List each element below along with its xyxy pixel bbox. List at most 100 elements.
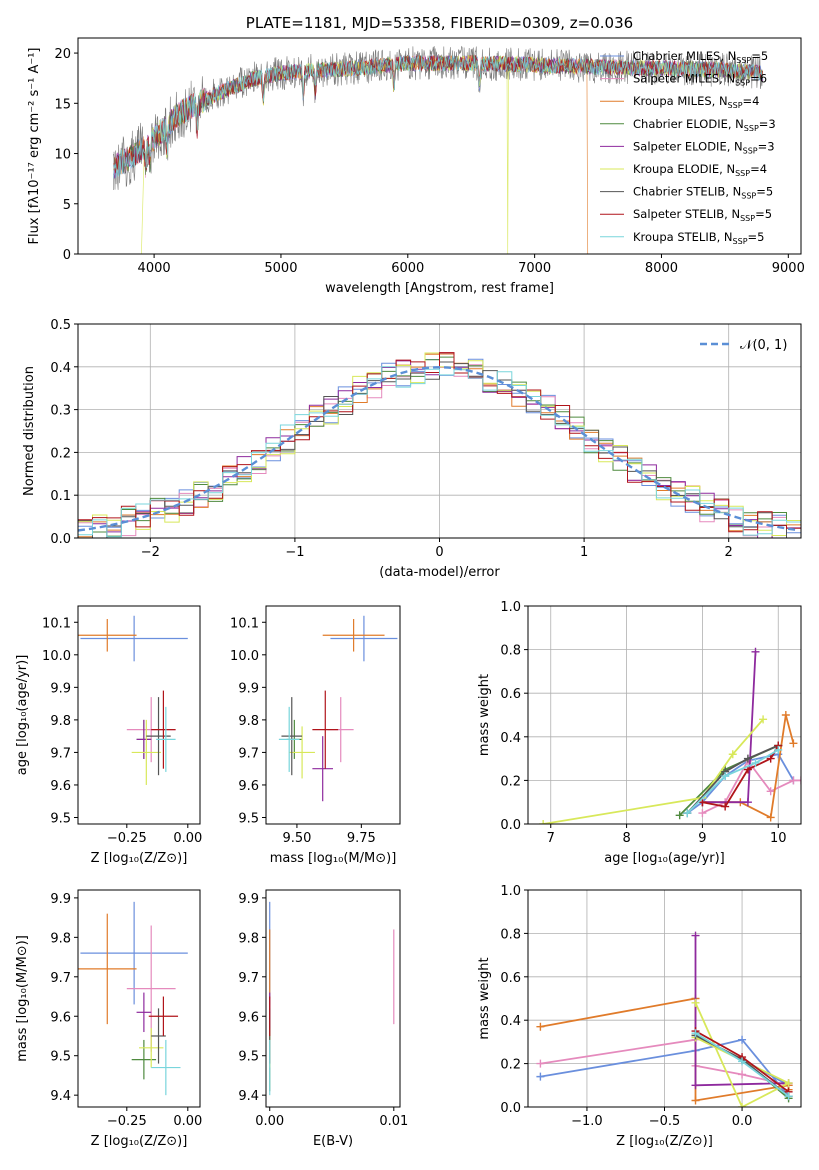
x-tick-label: −0.5 [649,1114,681,1129]
weight-line [686,753,795,814]
normal-fit-curve [78,366,799,532]
y-tick-label: 1.0 [500,600,521,615]
weight-marker [536,1022,545,1031]
weight-metallicity-marks [536,931,793,1107]
y-tick-label: 9.9 [50,681,71,696]
age-metallicity-marks [78,615,188,785]
y-tick-label: 9.9 [50,892,71,907]
weight-marker [751,647,760,656]
weight-marker [759,715,768,724]
y-tick-label: 0.2 [500,1058,521,1073]
weight-marker [536,1059,545,1068]
axes-frame [265,605,401,825]
weight-marker [743,798,752,807]
y-tick-label: 0 [63,248,71,263]
legend-label: Chabrier MILES, NSSP=5 [633,49,768,65]
x-axis-label: E(B-V) [313,1134,353,1149]
weight-marker [751,758,760,767]
legend-label: Kroupa STELIB, NSSP=5 [633,230,764,246]
weight-marker [728,750,737,759]
x-tick-label: 1 [580,545,588,560]
weight-marker [789,739,798,748]
x-tick-label: 2 [725,545,733,560]
x-tick-label: 8 [622,831,630,846]
y-tick-label: 9.6 [238,1010,259,1025]
y-tick-label: 10.0 [42,649,71,664]
grid-layer [78,323,801,1108]
weight-marker [781,711,790,719]
y-tick-label: 0.4 [50,361,71,376]
x-tick-label: 6000 [391,261,424,276]
legend-label: Chabrier STELIB, NSSP=5 [633,185,773,201]
legend-label: 𝒩(0, 1) [740,338,787,353]
y-tick-label: 10.0 [230,649,259,664]
model-spectrum-line [113,55,763,179]
weight-marker [683,809,692,818]
y-tick-label: 1.0 [500,884,521,899]
x-tick-label: 0.00 [173,831,202,846]
mass-metallicity-marks [78,901,188,1096]
axes-frame [527,605,802,825]
spectrum-marks [113,45,764,254]
data-layer [78,45,801,1107]
weight-marker [536,1072,545,1081]
y-tick-label: 9.7 [238,746,259,761]
x-tick-label: 5000 [264,261,297,276]
weight-line [702,651,757,804]
weight-marker [789,776,798,785]
x-tick-label: 0.01 [379,1114,408,1129]
y-tick-label: 9.5 [50,1050,71,1065]
x-axis-label: Z [log₁₀(Z/Z⊙)] [616,1134,713,1149]
y-axis-label: mass weight [477,957,492,1039]
weight-line [686,744,779,814]
legend-label: Salpeter MILES, NSSP=6 [633,72,767,88]
y-tick-label: 5 [63,198,71,213]
y-tick-label: 9.4 [238,1089,259,1104]
legend-label: Kroupa MILES, NSSP=4 [633,94,759,110]
weight-marker [774,745,783,754]
y-tick-label: 10 [54,148,71,163]
weight-marker [691,931,700,940]
x-tick-label: −0.25 [107,831,147,846]
histogram-series [78,366,801,538]
axes-frame [77,605,201,825]
weight-marker [738,1103,747,1107]
weight-marker [784,1092,793,1101]
model-spectrum-line [113,55,589,254]
weight-age-marks [539,647,801,824]
weight-line [543,718,764,824]
y-tick-label: 9.6 [238,779,259,794]
y-tick-label: 0.5 [50,318,71,333]
weight-marker [738,1035,747,1044]
x-axis-label: age [log₁₀(age/yr)] [604,851,725,866]
y-axis-label: Normed distribution [22,366,37,496]
weight-marker [784,1079,793,1088]
y-tick-label: 0.0 [500,1101,521,1116]
weight-marker [738,1070,747,1079]
y-axis-label: mass weight [477,674,492,756]
y-tick-label: 9.9 [238,892,259,907]
histogram-series [78,352,801,533]
y-tick-label: 9.6 [50,779,71,794]
weight-marker [691,998,700,1007]
legend-label: Salpeter ELODIE, NSSP=3 [633,139,775,155]
weight-marker [721,772,730,781]
y-tick-label: 0.2 [500,774,521,789]
weight-marker [691,1029,700,1038]
weight-marker [738,1057,747,1066]
legend-label: Chabrier ELODIE, NSSP=3 [633,117,776,133]
weight-line [686,749,779,814]
y-tick-label: 20 [54,47,71,62]
y-tick-label: 9.7 [238,971,259,986]
x-tick-label: −1.0 [571,1114,603,1129]
weight-marker [766,813,775,822]
y-tick-label: 9.8 [50,931,71,946]
y-tick-label: 0.0 [50,532,71,547]
x-tick-label: 10 [770,831,787,846]
x-axis-label: wavelength [Angstrom, rest frame] [325,281,554,296]
y-axis-label: age [log₁₀(age/yr)] [15,655,30,776]
y-axis-label: mass [log₁₀(M/M⊙)] [15,935,30,1062]
mass-ebv-marks [269,901,395,1096]
text-layer: 4000 5000 6000 7000 8000 900005101520waveleng… [15,14,805,1149]
